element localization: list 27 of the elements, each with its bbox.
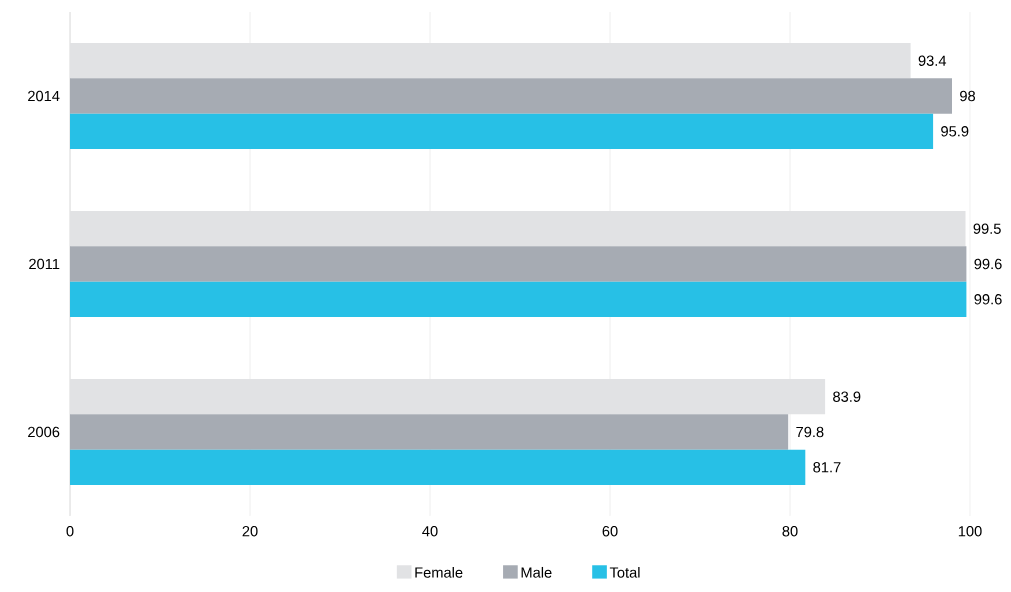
legend-label: Female bbox=[415, 566, 463, 578]
bar bbox=[70, 246, 967, 282]
legend-label: Total bbox=[609, 566, 640, 578]
bar bbox=[70, 281, 967, 317]
bar bbox=[70, 113, 934, 149]
bar bbox=[70, 78, 952, 114]
data-label: 98 bbox=[960, 90, 976, 102]
data-label: 83.9 bbox=[833, 391, 861, 402]
y-tick-label: 2006 bbox=[28, 426, 60, 438]
data-label: 95.9 bbox=[941, 126, 969, 137]
data-label: 81.7 bbox=[813, 462, 841, 473]
data-label: 93.4 bbox=[918, 55, 947, 66]
bar bbox=[70, 414, 789, 450]
x-tick-label: 80 bbox=[782, 526, 798, 537]
y-tick-label: 2011 bbox=[29, 258, 60, 270]
y-tick-label: 2014 bbox=[28, 90, 60, 102]
x-tick-label: 40 bbox=[422, 526, 438, 537]
legend-label: Male bbox=[521, 566, 552, 578]
bar bbox=[70, 449, 806, 485]
data-label: 99.6 bbox=[974, 294, 1002, 305]
data-label: 99.5 bbox=[973, 223, 1001, 234]
x-tick-label: 0 bbox=[66, 526, 74, 537]
data-label: 99.6 bbox=[974, 258, 1002, 270]
x-tick-label: 100 bbox=[958, 526, 982, 537]
x-tick-label: 60 bbox=[602, 526, 618, 537]
data-label: 79.8 bbox=[796, 426, 824, 438]
x-tick-label: 20 bbox=[242, 526, 258, 537]
